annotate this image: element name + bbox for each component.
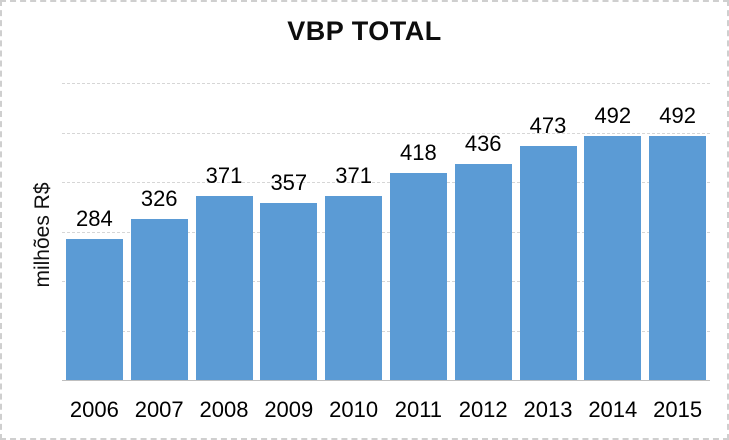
bar-2010 [325, 196, 383, 380]
x-tick-2008: 2008 [199, 397, 249, 422]
data-label-2014: 492 [594, 103, 632, 129]
data-label-2007: 326 [140, 185, 178, 211]
x-tick-2007: 2007 [134, 397, 184, 422]
data-label-2006: 284 [76, 206, 113, 232]
x-tick-2011: 2011 [394, 397, 443, 422]
bar-2008 [195, 196, 253, 380]
gridline-300 [62, 231, 710, 233]
bar-2014 [584, 136, 642, 380]
data-label-2013: 473 [529, 112, 567, 138]
data-label-2008: 371 [205, 163, 243, 189]
gridline-400 [62, 182, 710, 183]
y-axis-label: milhões R$ [31, 182, 54, 288]
x-tick-2014: 2014 [588, 397, 638, 422]
x-tick-2009: 2009 [264, 397, 314, 422]
bar-2007 [130, 218, 188, 380]
bar-2011 [389, 173, 447, 380]
chart-title: VBP TOTAL [287, 16, 442, 46]
x-tick-2012: 2012 [458, 397, 508, 422]
plot-area: 284 326 371 357 371 418 436 473 492 492 [62, 83, 710, 381]
bar-2015 [649, 136, 707, 380]
bar-2009 [260, 203, 318, 380]
x-tick-2006: 2006 [69, 397, 119, 422]
bar-2006 [65, 239, 123, 380]
data-label-2009: 357 [270, 170, 308, 196]
x-tick-2010: 2010 [329, 397, 379, 422]
gridline-500 [62, 132, 710, 134]
data-label-2011: 418 [400, 140, 437, 166]
bar-2012 [454, 164, 512, 380]
bar-2013 [519, 145, 577, 380]
x-axis-line [62, 380, 710, 381]
x-tick-2013: 2013 [523, 397, 573, 422]
data-label-2012: 436 [464, 131, 502, 157]
gridline-200 [62, 281, 710, 282]
data-label-2015: 492 [659, 103, 696, 129]
gridline-100 [62, 330, 710, 332]
data-label-2010: 371 [335, 163, 372, 189]
gridline-600 [62, 83, 710, 84]
x-axis: 2006 2007 2008 2009 2010 2011 2012 2013 2014 2015 [62, 397, 710, 428]
x-tick-2015: 2015 [653, 397, 703, 422]
